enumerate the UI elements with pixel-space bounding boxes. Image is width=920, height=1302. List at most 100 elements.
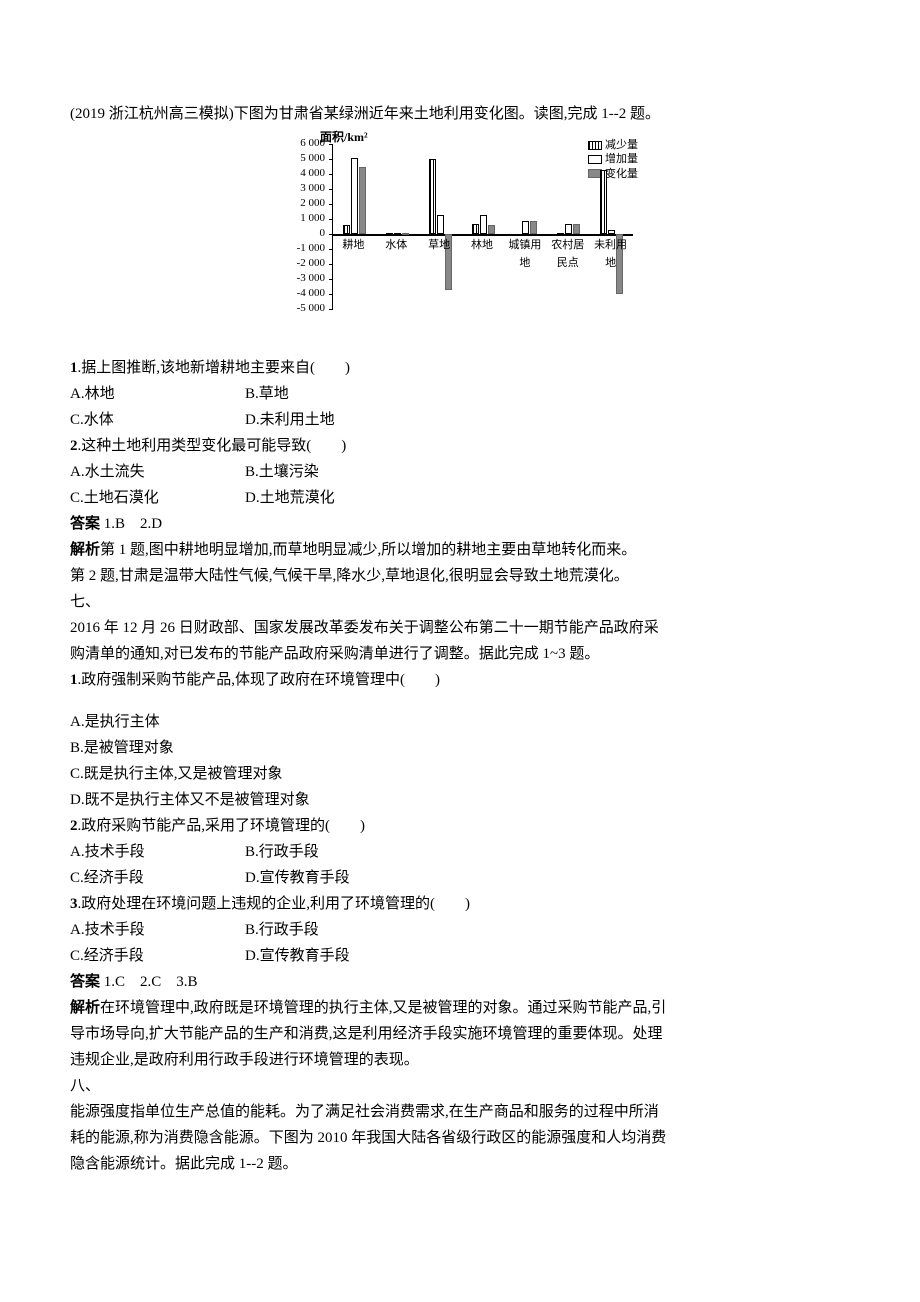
- explanation-line: 解析第 1 题,图中耕地明显增加,而草地明显减少,所以增加的耕地主要由草地转化而…: [70, 538, 850, 562]
- y-tick-label: 1 000: [300, 210, 325, 228]
- bar-decrease: [386, 233, 393, 235]
- bar-decrease: [514, 234, 521, 236]
- answer-label: 答案: [70, 516, 100, 532]
- bar-decrease: [600, 170, 607, 235]
- answer-text: 1.B 2.D: [100, 516, 162, 532]
- y-tick-label: -1 000: [297, 240, 325, 258]
- option-d: D.宣传教育手段: [245, 944, 350, 968]
- answer-text: 1.C 2.C 3.B: [100, 974, 198, 990]
- x-tick-label: 城镇用地: [506, 237, 544, 272]
- question-number: 3: [70, 896, 78, 912]
- option-c: C.土地石漠化: [70, 486, 245, 510]
- x-tick-label: 未利用地: [592, 237, 630, 272]
- option-d: D.既不是执行主体又不是被管理对象: [70, 788, 850, 812]
- option-row: C.经济手段D.宣传教育手段: [70, 866, 850, 890]
- question-number: 1: [70, 672, 78, 688]
- question-stem: 1.据上图推断,该地新增耕地主要来自( ): [70, 356, 850, 380]
- bar-increase: [437, 215, 444, 235]
- option-a: A.水土流失: [70, 460, 245, 484]
- y-tick-label: -5 000: [297, 300, 325, 318]
- x-tick-label: 林地: [463, 237, 501, 255]
- x-tick-label: 耕地: [334, 237, 372, 255]
- option-a: A.是执行主体: [70, 710, 850, 734]
- option-row: C.土地石漠化D.土地荒漠化: [70, 486, 850, 510]
- passage-intro: (2019 浙江杭州高三模拟)下图为甘肃省某绿洲近年来土地利用变化图。读图,完成…: [70, 102, 850, 126]
- option-b: B.是被管理对象: [70, 736, 850, 760]
- y-tick-label: 4 000: [300, 165, 325, 183]
- x-tick-label: 农村居民点: [549, 237, 587, 272]
- y-tick-label: -2 000: [297, 255, 325, 273]
- question-stem: 1.政府强制采购节能产品,体现了政府在环境管理中( ): [70, 668, 850, 692]
- answer-line: 答案 1.B 2.D: [70, 512, 850, 536]
- section-heading: 八、: [70, 1074, 850, 1098]
- option-d: D.未利用土地: [245, 408, 335, 432]
- chart-plot-area: [332, 144, 633, 309]
- y-tick-label: -3 000: [297, 270, 325, 288]
- option-a: A.技术手段: [70, 840, 245, 864]
- bar-increase: [608, 230, 615, 235]
- bar-increase: [351, 158, 358, 235]
- option-row: A.林地B.草地: [70, 382, 850, 406]
- option-b: B.土壤污染: [245, 460, 319, 484]
- bar-change: [402, 233, 409, 235]
- passage-intro: 购清单的通知,对已发布的节能产品政府采购清单进行了调整。据此完成 1~3 题。: [70, 642, 850, 666]
- bar-increase: [565, 224, 572, 235]
- option-b: B.行政手段: [245, 840, 319, 864]
- explanation-text: 在环境管理中,政府既是环境管理的执行主体,又是被管理的对象。通过采购节能产品,引: [100, 1000, 666, 1016]
- option-row: A.技术手段B.行政手段: [70, 840, 850, 864]
- question-number: 1: [70, 360, 78, 376]
- bar-decrease: [472, 224, 479, 235]
- bar-change: [359, 167, 366, 235]
- explanation-label: 解析: [70, 1000, 100, 1016]
- y-tick-label: 5 000: [300, 150, 325, 168]
- option-b: B.行政手段: [245, 918, 319, 942]
- option-c: C.经济手段: [70, 866, 245, 890]
- option-row: A.水土流失B.土壤污染: [70, 460, 850, 484]
- question-stem: 2.这种土地利用类型变化最可能导致( ): [70, 434, 850, 458]
- chart-container: 面积/km² 减少量 增加量 变化量 -5 000-4 000-3 000-2 …: [70, 132, 850, 352]
- bar-change: [573, 224, 580, 234]
- y-tick-label: 2 000: [300, 195, 325, 213]
- section-heading: 七、: [70, 590, 850, 614]
- y-tick-label: -4 000: [297, 285, 325, 303]
- answer-line: 答案 1.C 2.C 3.B: [70, 970, 850, 994]
- explanation-line: 第 2 题,甘肃是温带大陆性气候,气候干旱,降水少,草地退化,很明显会导致土地荒…: [70, 564, 850, 588]
- y-tick-label: 0: [320, 225, 326, 243]
- bar-increase: [522, 221, 529, 235]
- option-c: C.既是执行主体,又是被管理对象: [70, 762, 850, 786]
- passage-intro: 能源强度指单位生产总值的能耗。为了满足社会消费需求,在生产商品和服务的过程中所消: [70, 1100, 850, 1124]
- question-stem: 3.政府处理在环境问题上违规的企业,利用了环境管理的( ): [70, 892, 850, 916]
- option-row: A.技术手段B.行政手段: [70, 918, 850, 942]
- explanation-line: 违规企业,是政府利用行政手段进行环境管理的表现。: [70, 1048, 850, 1072]
- y-tick-label: 3 000: [300, 180, 325, 198]
- explanation-label: 解析: [70, 542, 100, 558]
- x-tick-label: 水体: [377, 237, 415, 255]
- option-b: B.草地: [245, 382, 289, 406]
- explanation-line: 导市场导向,扩大节能产品的生产和消费,这是利用经济手段实施环境管理的重要体现。处…: [70, 1022, 850, 1046]
- spacer: [70, 694, 850, 708]
- explanation-text: 第 1 题,图中耕地明显增加,而草地明显减少,所以增加的耕地主要由草地转化而来。: [100, 542, 636, 558]
- question-stem: 2.政府采购节能产品,采用了环境管理的( ): [70, 814, 850, 838]
- passage-intro: 2016 年 12 月 26 日财政部、国家发展改革委发布关于调整公布第二十一期…: [70, 616, 850, 640]
- option-a: A.技术手段: [70, 918, 245, 942]
- bar-change: [488, 225, 495, 234]
- option-row: C.水体D.未利用土地: [70, 408, 850, 432]
- y-tick-label: 6 000: [300, 135, 325, 153]
- x-tick-label: 草地: [420, 237, 458, 255]
- bar-increase: [394, 233, 401, 235]
- passage-intro: 耗的能源,称为消费隐含能源。下图为 2010 年我国大陆各省级行政区的能源强度和…: [70, 1126, 850, 1150]
- option-d: D.宣传教育手段: [245, 866, 350, 890]
- bar-change: [530, 221, 537, 235]
- bar-increase: [480, 215, 487, 235]
- bar-decrease: [343, 225, 350, 234]
- option-c: C.经济手段: [70, 944, 245, 968]
- explanation-line: 解析在环境管理中,政府既是环境管理的执行主体,又是被管理的对象。通过采购节能产品…: [70, 996, 850, 1020]
- passage-intro: 隐含能源统计。据此完成 1--2 题。: [70, 1152, 850, 1176]
- answer-label: 答案: [70, 974, 100, 990]
- question-number: 2: [70, 818, 78, 834]
- bar-decrease: [557, 233, 564, 235]
- option-d: D.土地荒漠化: [245, 486, 335, 510]
- option-c: C.水体: [70, 408, 245, 432]
- option-a: A.林地: [70, 382, 245, 406]
- option-row: C.经济手段D.宣传教育手段: [70, 944, 850, 968]
